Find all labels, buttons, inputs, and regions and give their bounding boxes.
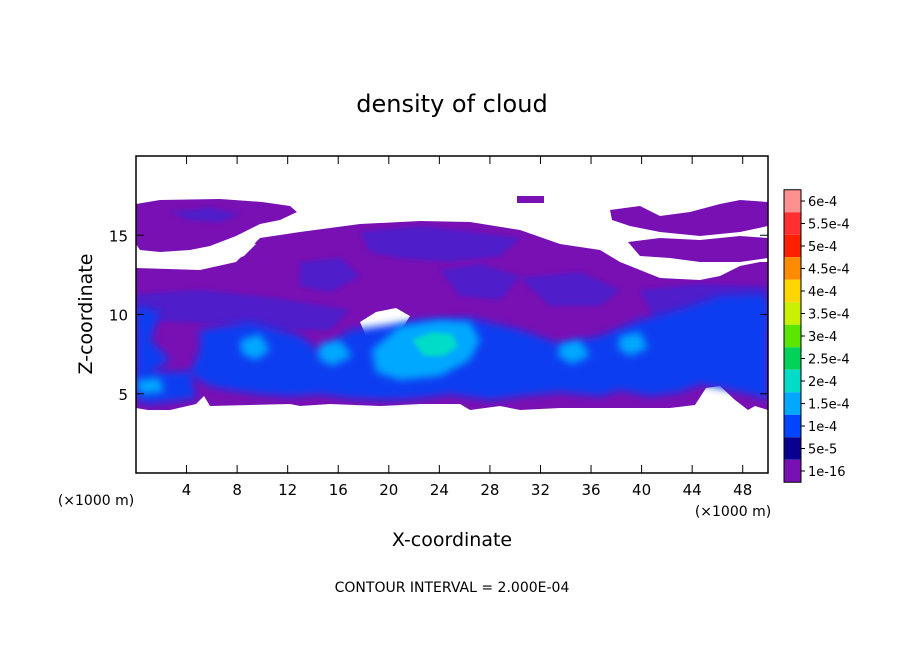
colorbar-swatch (784, 414, 801, 438)
x-tick-label: 44 (683, 481, 702, 499)
x-tick-label: 28 (480, 481, 499, 499)
cloud-layer-1.5e-4 (136, 320, 648, 394)
colorbar-swatch (784, 189, 801, 213)
cloud-patch-right-top (610, 200, 768, 236)
x-axis: 4 8 12 16 20 24 28 32 36 40 44 48 (182, 156, 752, 499)
colorbar-label: 1.5e-4 (808, 398, 850, 413)
gap-left (136, 240, 256, 262)
colorbar-swatch (784, 302, 801, 325)
colorbar-label: 3e-4 (808, 330, 837, 345)
x-tick-label: 4 (182, 481, 192, 499)
colorbar-frame (783, 189, 802, 483)
colorbar-label: 5e-4 (808, 240, 837, 255)
colorbar-swatch (784, 369, 801, 393)
y-axis-label: Z-coordinate (75, 254, 97, 375)
colorbar-swatch (784, 234, 801, 258)
colorbar-label: 2e-4 (808, 375, 837, 390)
colorbar-swatch (784, 459, 801, 483)
plot-area (136, 156, 768, 473)
colorbar-label: 5.5e-4 (808, 218, 850, 233)
colorbar-swatch (784, 212, 801, 235)
cloud-layer-5e-5 (136, 208, 768, 336)
colorbar-label: 1e-4 (808, 420, 837, 435)
x-tick-label: 8 (232, 481, 242, 499)
colorbar-label: 3.5e-4 (808, 308, 850, 323)
y-axis: 5 10 15 (109, 227, 768, 404)
colorbar-swatch (784, 279, 801, 303)
colorbar-label: 5e-5 (808, 443, 837, 458)
x-tick-label: 48 (733, 481, 752, 499)
cloud-layer-2e-4 (412, 332, 458, 356)
colorbar-label: 4e-4 (808, 285, 837, 300)
cloud-patch-top-small (517, 196, 544, 203)
x-tick-label: 36 (581, 481, 600, 499)
colorbar-label: 2.5e-4 (808, 353, 850, 368)
y-tick-label: 5 (118, 386, 128, 404)
colorbar-swatch (784, 324, 801, 348)
colorbar-label: 1e-16 (808, 465, 846, 480)
y-tick-label: 15 (109, 227, 128, 245)
chart-title: density of cloud (356, 90, 547, 118)
x-tick-label: 24 (430, 481, 449, 499)
x-tick-label: 32 (531, 481, 550, 499)
x-axis-label: X-coordinate (392, 529, 512, 551)
x-tick-label: 40 (632, 481, 651, 499)
x-tick-label: 12 (278, 481, 297, 499)
colorbar-swatch (784, 392, 801, 415)
colorbar: 6e-4 5.5e-4 5e-4 4.5e-4 4e-4 3.5e-4 3e-4 2.5e-4… (783, 189, 850, 483)
y-tick-label: 10 (109, 307, 128, 325)
colorbar-swatch (784, 437, 801, 460)
colorbar-swatch (784, 257, 801, 280)
x-axis-unit-left: (×1000 m) (58, 493, 134, 509)
x-tick-label: 16 (329, 481, 348, 499)
colorbar-label: 4.5e-4 (808, 263, 850, 278)
x-axis-unit-right: (×1000 m) (695, 504, 771, 520)
cloud-patch-right-mid (628, 236, 768, 262)
x-tick-label: 20 (379, 481, 398, 499)
colorbar-label: 6e-4 (808, 195, 837, 210)
colorbar-swatch (784, 347, 801, 370)
contour-interval-note: CONTOUR INTERVAL = 2.000E-04 (335, 580, 570, 596)
